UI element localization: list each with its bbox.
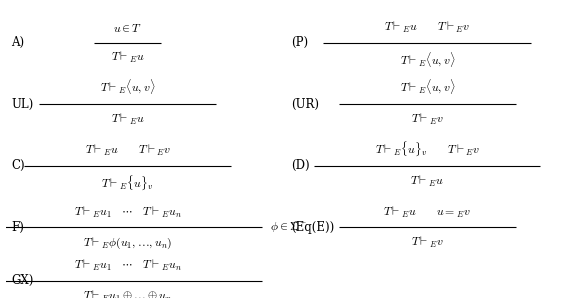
Text: $T \vdash_E \{u\}_v \quad\quad T \vdash_E v$: $T \vdash_E \{u\}_v \quad\quad T \vdash_… bbox=[375, 140, 480, 158]
Text: GX): GX) bbox=[11, 274, 33, 287]
Text: $T \vdash_E u_1 \oplus \ldots \oplus u_n$: $T \vdash_E u_1 \oplus \ldots \oplus u_n… bbox=[83, 288, 172, 298]
Text: C): C) bbox=[11, 159, 25, 172]
Text: $T \vdash_E \langle u, v\rangle$: $T \vdash_E \langle u, v\rangle$ bbox=[400, 78, 455, 96]
Text: (UR): (UR) bbox=[291, 98, 319, 111]
Text: $T \vdash_E u$: $T \vdash_E u$ bbox=[410, 174, 444, 189]
Text: $T \vdash_E \langle u, v\rangle$: $T \vdash_E \langle u, v\rangle$ bbox=[100, 78, 156, 96]
Text: (D): (D) bbox=[291, 159, 310, 172]
Text: UL): UL) bbox=[11, 98, 33, 111]
Text: F): F) bbox=[11, 221, 24, 234]
Text: $T \vdash_E u$: $T \vdash_E u$ bbox=[111, 50, 145, 65]
Text: $T \vdash_E u \quad\quad T \vdash_E v$: $T \vdash_E u \quad\quad T \vdash_E v$ bbox=[384, 20, 470, 35]
Text: (P): (P) bbox=[291, 36, 308, 49]
Text: $T \vdash_E u$: $T \vdash_E u$ bbox=[111, 112, 145, 127]
Text: $T \vdash_E \langle u, v\rangle$: $T \vdash_E \langle u, v\rangle$ bbox=[400, 50, 455, 69]
Text: $T \vdash_E v$: $T \vdash_E v$ bbox=[411, 112, 444, 127]
Text: $T \vdash_E v$: $T \vdash_E v$ bbox=[411, 235, 444, 250]
Text: $\phi \in \Sigma^-$: $\phi \in \Sigma^-$ bbox=[270, 221, 307, 235]
Text: $T \vdash_E \phi(u_1,\ldots,u_n)$: $T \vdash_E \phi(u_1,\ldots,u_n)$ bbox=[83, 235, 172, 251]
Text: $T \vdash_E \{u\}_v$: $T \vdash_E \{u\}_v$ bbox=[101, 174, 154, 192]
Text: $T \vdash_E u \quad\quad T \vdash_E v$: $T \vdash_E u \quad\quad T \vdash_E v$ bbox=[84, 143, 171, 158]
Text: $T \vdash_E u \quad\quad u =_E v$: $T \vdash_E u \quad\quad u =_E v$ bbox=[383, 205, 471, 220]
Text: $T \vdash_E u_1 \quad \cdots \quad T \vdash_E u_n$: $T \vdash_E u_1 \quad \cdots \quad T \vd… bbox=[74, 205, 182, 220]
Text: $T \vdash_E u_1 \quad \cdots \quad T \vdash_E u_n$: $T \vdash_E u_1 \quad \cdots \quad T \vd… bbox=[74, 258, 182, 273]
Text: A): A) bbox=[11, 36, 24, 49]
Text: (Eq(E)): (Eq(E)) bbox=[291, 221, 335, 234]
Text: $u \in T$: $u \in T$ bbox=[113, 22, 142, 35]
